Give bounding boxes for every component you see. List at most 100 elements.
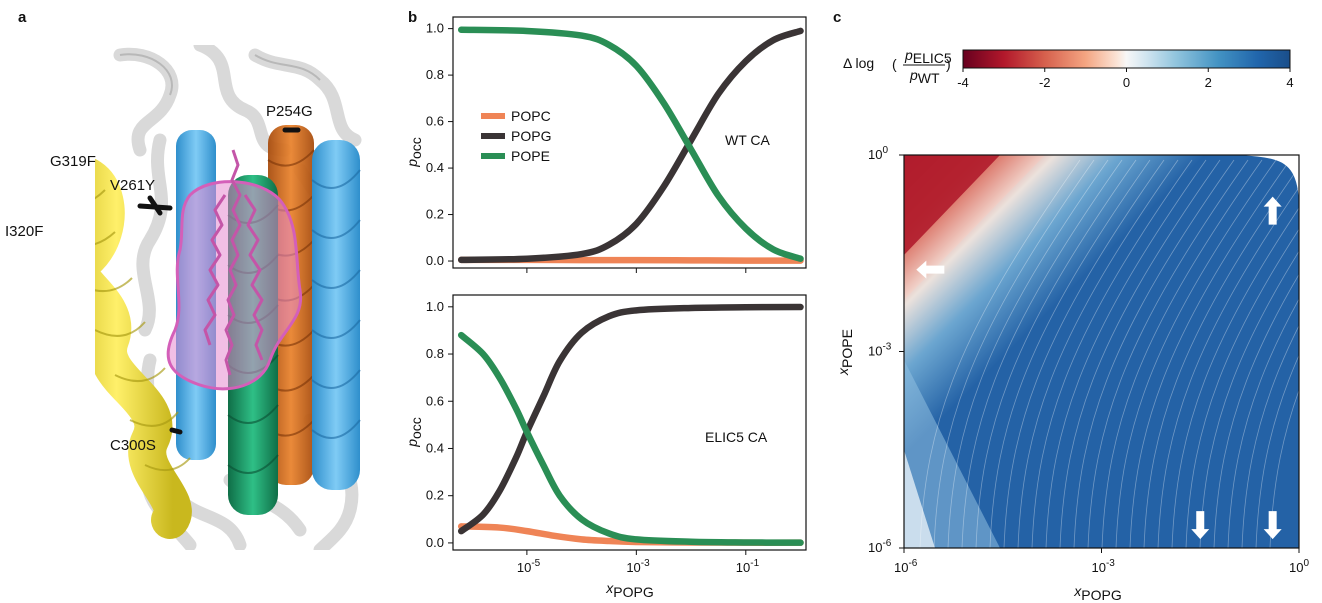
colorbar-gradient xyxy=(962,49,1291,69)
chart-b-top-ytick-label: 0.6 xyxy=(426,114,444,129)
chart-b-top-ytick-label: 1.0 xyxy=(426,21,444,36)
heatmap-arrow-left-icon xyxy=(916,260,945,279)
ylabel-b-top-main: p xyxy=(404,159,420,168)
heatmap-contour-line xyxy=(1017,159,1179,548)
heatmap-arrow-down-icon xyxy=(1191,511,1210,540)
protein-structure-illustration xyxy=(95,45,362,550)
panel-letter-a: a xyxy=(18,9,27,26)
colorbar-den-main: p xyxy=(909,67,918,83)
heatmap-contour-line xyxy=(1213,273,1299,548)
chart-b-bottom-xtick-label: 10-5 xyxy=(517,558,541,575)
legend-label-popc: POPC xyxy=(511,108,551,124)
heatmap-diagonal-band xyxy=(904,155,1240,548)
heatmap-ytick-label: 10-6 xyxy=(868,538,892,555)
legend-label-pope: POPE xyxy=(511,148,550,164)
chart-b-top-frame xyxy=(452,16,807,269)
heatmap-contour-line xyxy=(1269,389,1299,548)
heatmap-contour-line xyxy=(1129,159,1291,548)
xlabel-c-sub: POPG xyxy=(1081,587,1121,603)
heatmap-contour-line xyxy=(947,159,1109,548)
chart-b-bottom-ytick-label: 0.2 xyxy=(426,488,444,503)
chart-b-bottom-series-pope xyxy=(457,331,804,546)
chart-b-bottom-xtick-label: 10-1 xyxy=(736,558,760,575)
ylabel-c: xPOPE xyxy=(835,329,855,376)
xlabel-c-main: x xyxy=(1073,583,1082,599)
heatmap-contour-line xyxy=(1031,159,1193,548)
heatmap-contour-line xyxy=(989,159,1151,548)
ylabel-c-main: x xyxy=(835,367,851,376)
colorbar-label: Δ log xyxy=(843,55,874,71)
heatmap-ytick-label: 10-3 xyxy=(868,342,892,359)
xlabel-b: xPOPG xyxy=(605,580,653,600)
heatmap-contour-line xyxy=(1143,166,1299,548)
chart-b-bottom-ytick-label: 0.4 xyxy=(426,440,444,455)
chart-b-bottom-ytick-label: 1.0 xyxy=(426,299,444,314)
heatmap-contour-line xyxy=(1087,159,1249,548)
chart-b-bottom-ytick-label: 0.6 xyxy=(426,393,444,408)
colorbar: Δ log ( pELIC5 pWT ) -4 -2 0 2 4 xyxy=(843,47,1294,90)
colorbar-tick-label: -2 xyxy=(1039,75,1051,90)
colorbar-label-prefix: Δ log xyxy=(843,55,874,71)
chart-b-bottom-ytick-label: 0.8 xyxy=(426,346,444,361)
heatmap-xtick-label: 100 xyxy=(1289,558,1309,575)
chart-b-bottom-xtick-label: 10-3 xyxy=(626,558,650,575)
colorbar-denominator: pWT xyxy=(909,67,940,86)
chart-b-top: 0.00.20.40.60.81.0 POPC POPG POPE WT CA … xyxy=(404,16,807,273)
chart-b-bottom: 0.0 0.2 0.4 0.6 0.8 1.0 10-5 10-3 10-1 ELIC5 CA… xyxy=(404,294,807,600)
chart-b-bottom-series-popg xyxy=(457,303,804,535)
panel-letter-b: b xyxy=(408,9,417,26)
annotation-elic5-ca: ELIC5 CA xyxy=(705,429,768,445)
colorbar-tick-label: -4 xyxy=(957,75,969,90)
heatmap-contour-line xyxy=(961,159,1123,548)
heatmap-contour-line xyxy=(1171,207,1299,548)
chart-b-bottom-ytick-label: 0.0 xyxy=(426,535,444,550)
chart-b-top-ytick-label: 0.2 xyxy=(426,207,444,222)
heatmap-ytick-label: 100 xyxy=(868,145,888,162)
heatmap-contour-line xyxy=(1241,324,1299,548)
heatmap-contour-line xyxy=(1227,298,1299,548)
chart-b-top-ytick-label: 0.8 xyxy=(426,67,444,82)
heatmap-contour-line xyxy=(1199,250,1299,548)
residue-sidechains xyxy=(137,127,301,435)
colorbar-num-main: p xyxy=(904,47,913,63)
heatmap-contour-line xyxy=(1073,159,1235,548)
residue-label-p254g: P254G xyxy=(266,103,313,120)
ylabel-c-sub: POPE xyxy=(839,329,855,368)
heatmap-undefined-corner xyxy=(1240,155,1299,200)
residue-label-v261y: V261Y xyxy=(110,177,155,194)
chart-b-top-series-pope xyxy=(457,26,804,262)
chart-b-top-series-popg xyxy=(457,27,804,264)
helix-yellow xyxy=(95,159,192,539)
heatmap-contour-line xyxy=(1185,228,1299,548)
colorbar-numerator: pELIC5 xyxy=(904,47,952,66)
heatmap-xtick-label: 10-6 xyxy=(894,558,918,575)
ylabel-b-top: pocc xyxy=(404,137,424,168)
heatmap-contour-line xyxy=(919,159,1081,548)
heatmap-contour-line xyxy=(1003,159,1165,548)
ylabel-b-bottom: pocc xyxy=(404,417,424,448)
heatmap-contour-line xyxy=(1059,159,1221,548)
heatmap-contour-line xyxy=(975,159,1137,548)
ylabel-b-bottom-main: p xyxy=(404,439,420,448)
heatmap-contour-line xyxy=(1115,159,1277,548)
chart-b-top-ytick-label: 0.4 xyxy=(426,160,444,175)
residue-label-i320f: I320F xyxy=(5,223,43,240)
colorbar-num-sub: ELIC5 xyxy=(913,50,952,66)
colorbar-tick-label: 2 xyxy=(1205,75,1212,90)
xlabel-c: xPOPG xyxy=(1073,583,1121,603)
panel-letter-c: c xyxy=(833,9,841,26)
heatmap-contour-line xyxy=(1045,159,1207,548)
lipid-surface xyxy=(166,149,303,391)
heatmap-arrow-up-icon xyxy=(1263,196,1282,225)
ylabel-b-top-sub: occ xyxy=(408,137,424,159)
residue-label-g319f: G319F xyxy=(50,153,96,170)
colorbar-den-sub: WT xyxy=(918,70,940,86)
helix-blue-right xyxy=(311,140,361,490)
xlabel-b-sub: POPG xyxy=(613,584,653,600)
heatmap-contour-line xyxy=(1255,354,1299,548)
heatmap-contour-line xyxy=(1101,159,1263,548)
residue-label-c300s: C300S xyxy=(110,437,156,454)
chart-b-bottom-frame xyxy=(452,294,807,551)
